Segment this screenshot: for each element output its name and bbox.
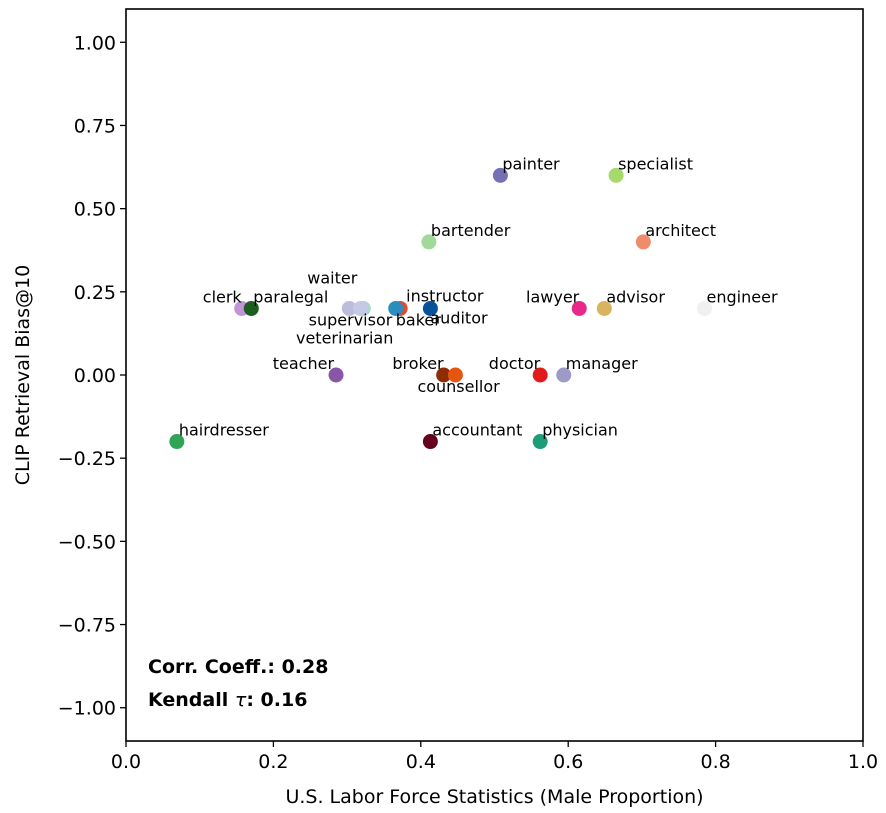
y-axis-ticks: −1.00 −0.75 −0.50 −0.25 0.00 0.25 0.50 0.75 1.00 [58, 32, 126, 720]
point-label-advisor: advisor [606, 287, 665, 306]
y-tick-label: 0.25 [74, 282, 116, 304]
point-label-manager: manager [566, 354, 638, 373]
y-tick-label: −1.00 [58, 698, 116, 720]
data-point-doctor [532, 367, 548, 383]
data-point-baker [388, 300, 404, 316]
y-tick-label: −0.25 [58, 448, 116, 470]
data-point-counsellor [447, 367, 463, 383]
point-label-bartender: bartender [431, 221, 511, 240]
x-tick-label: 0.4 [406, 751, 436, 773]
data-point-bartender [421, 234, 437, 250]
x-tick-label: 0.8 [700, 751, 730, 773]
y-tick-label: −0.50 [58, 531, 116, 553]
kendall-label: Kendall [148, 689, 235, 711]
x-axis-ticks: 0.0 0.2 0.4 0.6 0.8 1.0 [111, 741, 878, 773]
point-label-accountant: accountant [432, 421, 522, 440]
y-tick-label: −0.75 [58, 615, 116, 637]
point-label-doctor: doctor [489, 354, 541, 373]
data-point-paralegal [243, 300, 259, 316]
point-label-painter: painter [502, 154, 560, 173]
y-tick-label: 1.00 [74, 32, 116, 54]
point-label-paralegal: paralegal [253, 287, 328, 306]
data-point-teacher [328, 367, 344, 383]
data-point-engineer [697, 300, 713, 316]
data-point-specialist [608, 167, 624, 183]
point-label-supervisor: supervisor [309, 310, 393, 329]
data-point-advisor [596, 300, 612, 316]
kendall-tau-symbol: τ [235, 689, 247, 711]
data-point-manager [556, 367, 572, 383]
x-axis-title: U.S. Labor Force Statistics (Male Propor… [285, 786, 703, 808]
x-tick-label: 0.0 [111, 751, 141, 773]
y-tick-label: 0.00 [74, 365, 116, 387]
data-point-architect [635, 234, 651, 250]
y-tick-label: 0.50 [74, 199, 116, 221]
data-points [169, 167, 713, 450]
point-label-veterinarian: veterinarian [296, 328, 393, 347]
point-label-physician: physician [542, 421, 618, 440]
point-label-specialist: specialist [618, 154, 693, 173]
kendall-tau-annotation: Kendall τ: 0.16 [148, 689, 307, 711]
point-label-waiter: waiter [307, 268, 357, 287]
y-axis-title: CLIP Retrieval Bias@10 [12, 265, 34, 485]
y-tick-label: 0.75 [74, 115, 116, 137]
point-label-lawyer: lawyer [526, 287, 580, 306]
data-point-physician [532, 434, 548, 450]
point-label-instructor: instructor [406, 286, 484, 305]
data-point-waiter [341, 300, 357, 316]
x-tick-label: 0.6 [553, 751, 583, 773]
x-tick-label: 0.2 [258, 751, 288, 773]
point-label-baker: baker [396, 310, 442, 329]
data-point-accountant [422, 434, 438, 450]
data-point-painter [492, 167, 508, 183]
data-point-labels: painter specialist bartender architect clerk… [179, 154, 778, 439]
x-tick-label: 1.0 [848, 751, 878, 773]
data-point-veterinarian [352, 300, 368, 316]
point-label-architect: architect [645, 221, 716, 240]
data-point-auditor [422, 300, 438, 316]
point-label-teacher: teacher [273, 354, 335, 373]
point-label-counsellor: counsellor [417, 377, 500, 396]
point-label-auditor: auditor [430, 308, 488, 327]
point-label-hairdresser: hairdresser [179, 421, 269, 440]
kendall-value: : 0.16 [246, 689, 307, 711]
point-label-clerk: clerk [203, 287, 243, 306]
point-label-engineer: engineer [707, 287, 778, 306]
corr-coeff-annotation: Corr. Coeff.: 0.28 [148, 656, 328, 678]
data-point-broker [436, 367, 452, 383]
point-label-broker: broker [392, 354, 444, 373]
data-point-lawyer [571, 300, 587, 316]
data-point-hairdresser [169, 434, 185, 450]
